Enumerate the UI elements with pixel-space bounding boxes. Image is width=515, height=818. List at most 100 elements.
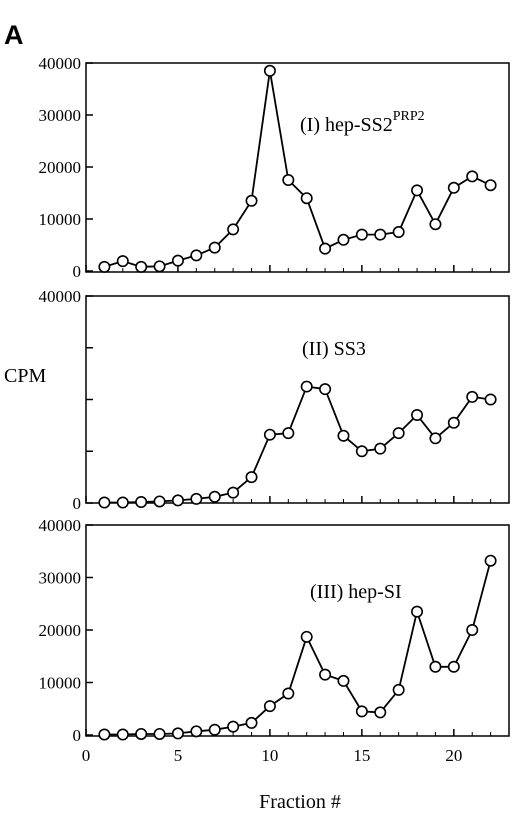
y-tick-label: 0	[73, 726, 82, 745]
y-tick-label: 40000	[39, 54, 82, 73]
data-point	[245, 194, 258, 207]
data-point	[466, 170, 479, 183]
y-tick-label: 0	[73, 262, 82, 281]
y-tick-label: 10000	[39, 210, 82, 229]
data-point	[300, 380, 313, 393]
panel-2: 0 40000 (II) SS3	[39, 287, 510, 513]
plot-frame	[85, 295, 510, 504]
data-point	[135, 260, 148, 273]
data-point	[392, 226, 405, 239]
y-tick-label: 20000	[39, 158, 82, 177]
panel-title-superscript: PRP2	[393, 109, 425, 124]
data-point	[227, 486, 240, 499]
panel-1: 0 10000 20000 30000 40000 (I) hep-SS2PRP2	[39, 54, 510, 281]
data-point	[171, 494, 184, 507]
data-point	[245, 471, 258, 484]
data-point	[374, 706, 387, 719]
data-point	[98, 728, 111, 741]
plot-frame	[85, 524, 510, 737]
y-tick-label: 0	[73, 494, 82, 513]
data-point	[282, 174, 295, 187]
data-point	[355, 445, 368, 458]
panels: 0 10000 20000 30000 40000 (I) hep-SS2PRP2 0 400…	[39, 54, 510, 765]
series-line	[104, 560, 492, 736]
x-axis-title: Fraction #	[259, 791, 341, 813]
x-tick-label: 10	[261, 746, 278, 765]
data-point	[392, 683, 405, 696]
data-point	[171, 254, 184, 267]
data-point	[447, 416, 460, 429]
series-line	[104, 70, 491, 268]
data-point	[153, 495, 166, 508]
data-point	[153, 260, 166, 273]
data-point	[319, 668, 332, 681]
plot-frame	[85, 62, 510, 273]
data-point	[190, 725, 203, 738]
data-point	[466, 390, 479, 403]
data-point	[263, 428, 276, 441]
data-point	[208, 723, 221, 736]
data-point	[392, 427, 405, 440]
data-point	[429, 218, 442, 231]
data-point	[245, 716, 258, 729]
y-tick-label: 30000	[39, 569, 82, 588]
y-axis-title: CPM	[4, 365, 46, 387]
data-point	[319, 242, 332, 255]
data-point	[484, 554, 497, 567]
data-point	[282, 427, 295, 440]
data-point	[355, 228, 368, 241]
data-point	[337, 233, 350, 246]
data-point	[116, 255, 129, 268]
data-point	[466, 623, 479, 636]
data-point	[135, 495, 148, 508]
data-point	[429, 432, 442, 445]
y-tick-label: 10000	[39, 674, 82, 693]
data-point	[337, 429, 350, 442]
panel-title: (I) hep-SS2PRP2	[300, 109, 425, 136]
data-point	[263, 700, 276, 713]
data-point	[190, 249, 203, 262]
panel-3: 0 10000 20000 30000 40000 0 5 10 15 20 (III) hep-S…	[39, 516, 510, 765]
data-point	[208, 241, 221, 254]
y-tick-label: 20000	[39, 621, 82, 640]
x-tick-label: 5	[174, 746, 183, 765]
data-point	[263, 64, 276, 77]
figure-letter: A	[4, 20, 24, 50]
data-point	[300, 192, 313, 205]
data-point	[374, 442, 387, 455]
series-line	[104, 385, 491, 504]
data-point	[337, 674, 350, 687]
data-point	[282, 687, 295, 700]
data-point	[355, 705, 368, 718]
data-point	[135, 727, 148, 740]
data-point	[429, 660, 442, 673]
data-point	[190, 492, 203, 505]
x-tick-label: 20	[445, 746, 462, 765]
data-point	[98, 496, 111, 509]
data-point	[227, 223, 240, 236]
data-point	[116, 728, 129, 741]
data-point	[484, 179, 497, 192]
y-tick-label: 30000	[39, 106, 82, 125]
data-point	[208, 490, 221, 503]
y-tick-label: 40000	[39, 287, 82, 306]
panel-title: (II) SS3	[302, 338, 366, 360]
x-tick-label: 15	[353, 746, 370, 765]
data-point	[447, 181, 460, 194]
data-point	[98, 260, 111, 273]
data-point	[319, 383, 332, 396]
data-point	[447, 660, 460, 673]
data-point	[374, 228, 387, 241]
x-tick-label: 0	[82, 746, 91, 765]
data-point	[411, 184, 424, 197]
data-point	[227, 720, 240, 733]
data-point	[411, 605, 424, 618]
data-point	[153, 727, 166, 740]
data-point	[116, 496, 129, 509]
data-point	[411, 409, 424, 422]
panel-title: (III) hep-SI	[310, 581, 402, 603]
y-tick-label: 40000	[39, 516, 82, 535]
data-point	[300, 630, 313, 643]
data-point	[171, 727, 184, 740]
